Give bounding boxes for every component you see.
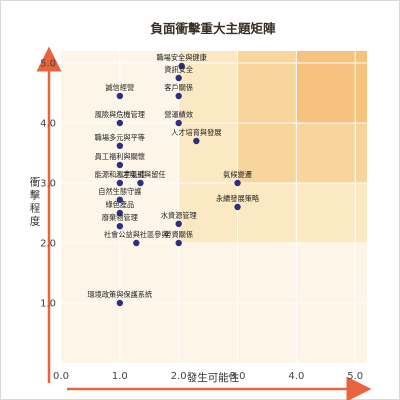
data-point xyxy=(193,137,200,145)
data-point-label: 職場多元與平等 xyxy=(95,133,145,142)
data-point xyxy=(175,74,182,82)
data-point-label: 綠色產品 xyxy=(105,200,134,209)
x-tick-label: 3.0 xyxy=(230,371,246,382)
data-point xyxy=(175,119,182,127)
data-point-label: 職場安全與健康 xyxy=(156,53,206,62)
y-tick-label: 3.0 xyxy=(40,179,56,190)
data-point xyxy=(116,142,124,149)
data-point xyxy=(116,299,124,307)
y-tick-label: 4.0 xyxy=(40,119,56,130)
data-point xyxy=(116,119,124,127)
data-point-label: 人才吸引與留任 xyxy=(115,170,165,179)
chart-title: 負面衝擊重大主題矩陣 xyxy=(150,21,276,36)
axes xyxy=(36,46,372,400)
data-point-label: 誠信經營 xyxy=(105,83,134,92)
data-point-label: 廢棄物管理 xyxy=(102,213,138,222)
data-point xyxy=(116,209,124,217)
data-point-label: 勞資關係 xyxy=(164,230,193,239)
data-point-label: 客戶關係 xyxy=(164,83,193,92)
data-point-label: 風險與危機管理 xyxy=(95,110,145,119)
data-point-label: 社會公益與社區參與 xyxy=(104,230,169,239)
y-tick-label: 1.0 xyxy=(40,299,56,310)
x-tick-label: 1.0 xyxy=(112,371,128,382)
x-tick-label: 0.0 xyxy=(53,371,69,382)
tick-labels: 0.0 1.0 2.0 3.0 4.0 5.0 1.0 2.0 3.0 4.0 5.0 xyxy=(40,59,363,383)
data-point xyxy=(116,179,124,187)
y-axis-label: 衝擊程度 xyxy=(30,176,41,228)
data-point xyxy=(175,239,182,247)
data-point xyxy=(178,62,185,70)
data-point xyxy=(116,196,124,203)
y-tick-label: 2.0 xyxy=(40,239,56,250)
data-point-label: 永續發展策略 xyxy=(216,194,260,203)
data-point-label: 能源和溫室氣體 xyxy=(95,170,145,179)
data-point-label: 水資源管理 xyxy=(161,211,197,220)
data-point-label: 自然生態守護 xyxy=(98,187,141,196)
x-tick-label: 2.0 xyxy=(171,371,187,382)
data-point xyxy=(137,179,144,187)
x-tick-label: 4.0 xyxy=(288,371,304,382)
data-point-label: 人才培育與發展 xyxy=(171,128,221,137)
data-point xyxy=(116,223,124,230)
x-tick-label: 5.0 xyxy=(347,371,363,382)
data-point-label: 環境政策與保護系統 xyxy=(87,290,152,299)
data-point-label: 員工福利與關懷 xyxy=(95,152,145,161)
zone-high xyxy=(296,51,367,123)
data-point-label: 氣候變遷 xyxy=(223,170,252,179)
data-point xyxy=(234,179,241,187)
data-point-label: 營運績效 xyxy=(164,110,193,119)
data-point xyxy=(175,220,182,227)
data-point xyxy=(116,92,124,100)
y-tick-label: 5.0 xyxy=(40,59,56,70)
x-axis-label: 發生可能性 xyxy=(187,371,240,384)
data-points xyxy=(116,62,241,307)
data-point-label: 資訊安全 xyxy=(164,65,194,74)
data-point xyxy=(116,161,124,169)
data-point xyxy=(133,239,140,247)
data-point xyxy=(234,203,241,211)
data-point xyxy=(175,92,182,100)
